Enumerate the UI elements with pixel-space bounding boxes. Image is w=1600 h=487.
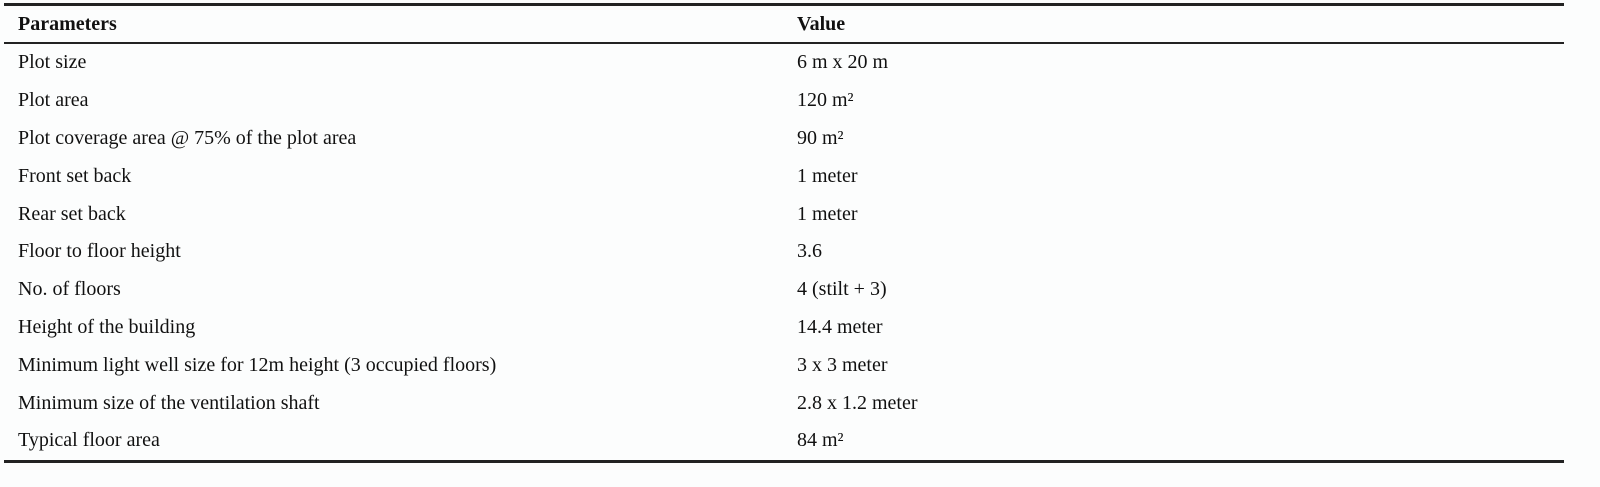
parameter-cell: Rear set back [18,202,126,225]
table-row: No. of floors 4 (stilt + 3) [4,271,1564,309]
value-cell: 1 meter [797,202,858,225]
parameter-cell: No. of floors [18,278,121,301]
table-row: Floor to floor height 3.6 [4,233,1564,271]
header-row: Parameters Value [4,4,1564,43]
parameter-cell: Typical floor area [18,429,160,452]
parameters-table: Parameters Value Plot size 6 m x 20 m Plot… [4,3,1564,463]
parameter-cell: Front set back [18,164,132,187]
value-cell: 2.8 x 1.2 meter [797,391,918,414]
table-row: Minimum size of the ventilation shaft 2.8… [4,384,1564,422]
parameter-cell: Plot area [18,89,89,112]
header-cell: Value [797,12,846,35]
table-row: Height of the building 14.4 meter [4,309,1564,347]
table-row: Plot coverage area @ 75% of the plot are… [4,120,1564,158]
table-row: Plot size 6 m x 20 m [4,43,1564,82]
value-cell: 14.4 meter [797,315,883,338]
value-cell: 6 m x 20 m [797,51,889,74]
parameter-cell: Floor to floor height [18,240,181,263]
value-cell: 1 meter [797,164,858,187]
parameter-cell: Plot coverage area @ 75% of the plot are… [18,126,357,149]
value-cell: 90 m² [797,126,844,149]
table-row: Typical floor area 84 m² [4,422,1564,462]
table-row: Rear set back 1 meter [4,195,1564,233]
table-body: Plot size 6 m x 20 m Plot area 120 m² Plot c… [4,43,1564,462]
table-row: Plot area 120 m² [4,82,1564,120]
value-cell: 84 m² [797,429,844,452]
value-cell: 4 (stilt + 3) [797,278,887,301]
table-row: Minimum light well size for 12m height (… [4,346,1564,384]
header-cell: Parameters [18,12,117,35]
table-row: Front set back 1 meter [4,157,1564,195]
value-cell: 3 x 3 meter [797,353,888,376]
value-cell: 3.6 [797,240,822,263]
parameter-cell: Minimum light well size for 12m height (… [18,353,497,376]
parameter-cell: Plot size [18,51,87,74]
value-cell: 120 m² [797,89,854,112]
table-header: Parameters Value [4,4,1564,43]
parameter-cell: Height of the building [18,315,196,338]
parameter-cell: Minimum size of the ventilation shaft [18,391,320,414]
